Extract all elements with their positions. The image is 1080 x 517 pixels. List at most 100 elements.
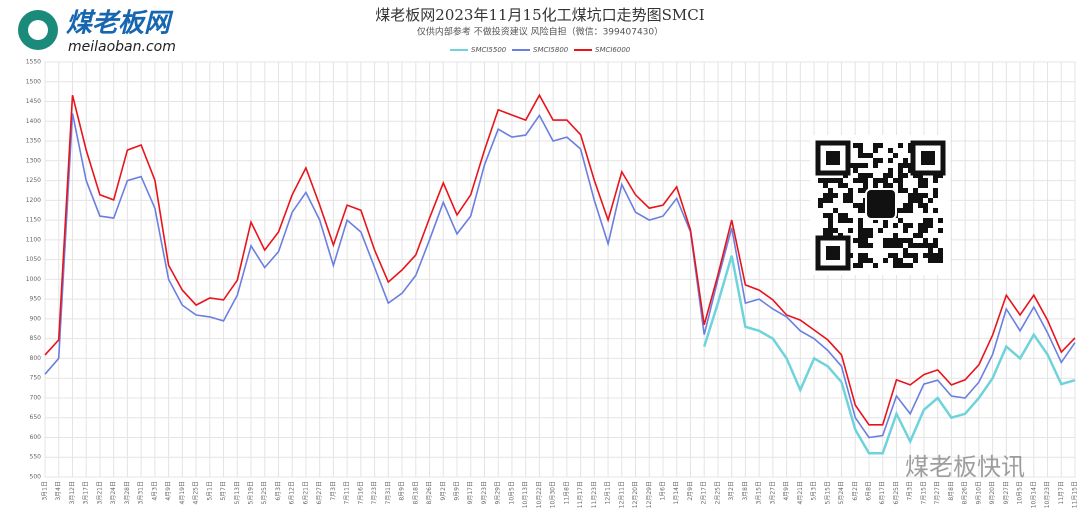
qr-cell bbox=[873, 163, 878, 168]
qr-cell bbox=[903, 228, 908, 233]
qr-cell bbox=[898, 173, 903, 178]
x-tick-label: 11月23日 bbox=[591, 481, 598, 508]
x-tick-label: 12月1日 bbox=[605, 481, 612, 504]
qr-cell bbox=[898, 183, 903, 188]
x-tick-label: 5月13日 bbox=[234, 481, 241, 504]
qr-cell bbox=[918, 198, 923, 203]
x-tick-label: 4月19日 bbox=[179, 481, 186, 504]
qr-cell bbox=[888, 148, 893, 153]
x-tick-label: 8月18日 bbox=[412, 481, 419, 504]
x-tick-label: 5月7日 bbox=[220, 481, 227, 501]
qr-cell bbox=[923, 228, 928, 233]
qr-cell bbox=[923, 253, 928, 258]
qr-cell bbox=[853, 168, 858, 173]
qr-cell bbox=[908, 263, 913, 268]
qr-cell bbox=[868, 243, 873, 248]
logo: 煤老板网 meilaoban.com bbox=[18, 9, 176, 55]
qr-cell bbox=[903, 188, 908, 193]
y-tick-label: 1350 bbox=[26, 138, 41, 145]
y-tick-label: 900 bbox=[30, 315, 42, 322]
qr-cell bbox=[898, 208, 903, 213]
qr-cell bbox=[828, 218, 833, 223]
qr-cell bbox=[873, 218, 878, 223]
qr-cell bbox=[848, 188, 853, 193]
x-tick-label: 4月25日 bbox=[193, 481, 200, 504]
x-tick-label: 10月30日 bbox=[550, 481, 557, 508]
qr-cell bbox=[903, 203, 908, 208]
qr-cell bbox=[853, 203, 858, 208]
qr-cell bbox=[853, 238, 858, 243]
qr-cell bbox=[893, 153, 898, 158]
x-tick-label: 10月23日 bbox=[1044, 481, 1051, 508]
qr-cell bbox=[903, 173, 908, 178]
x-tick-label: 7月15日 bbox=[920, 481, 927, 504]
qr-cell bbox=[938, 248, 943, 253]
qr-cell bbox=[923, 208, 928, 213]
x-tick-label: 3月27日 bbox=[769, 481, 776, 504]
x-tick-label: 6月27日 bbox=[316, 481, 323, 504]
qr-cell bbox=[928, 218, 933, 223]
qr-cell bbox=[933, 243, 938, 248]
qr-cell bbox=[888, 158, 893, 163]
qr-cell bbox=[863, 173, 868, 178]
qr-cell bbox=[828, 228, 833, 233]
qr-cell bbox=[913, 253, 918, 258]
qr-cell bbox=[908, 238, 913, 243]
qr-cell bbox=[863, 228, 868, 233]
x-tick-label: 4月21日 bbox=[797, 481, 804, 504]
qr-cell bbox=[868, 153, 873, 158]
qr-cell bbox=[858, 173, 863, 178]
qr-cell bbox=[893, 238, 898, 243]
qr-cell bbox=[858, 153, 863, 158]
qr-cell bbox=[858, 228, 863, 233]
qr-cell bbox=[883, 218, 888, 223]
qr-cell bbox=[848, 218, 853, 223]
x-tick-label: 6月8日 bbox=[866, 481, 873, 501]
x-tick-label: 10月5日 bbox=[1017, 481, 1024, 504]
qr-cell bbox=[838, 178, 843, 183]
x-tick-label: 8月26日 bbox=[962, 481, 969, 504]
x-tick-label: 6月3日 bbox=[275, 481, 282, 501]
qr-cell bbox=[848, 228, 853, 233]
legend-label: SMCI5800 bbox=[533, 46, 569, 54]
qr-cell bbox=[893, 253, 898, 258]
x-tick-label: 10月14日 bbox=[1030, 481, 1037, 508]
qr-cell bbox=[888, 238, 893, 243]
qr-cell bbox=[873, 183, 878, 188]
qr-cell bbox=[903, 248, 908, 253]
qr-cell bbox=[918, 183, 923, 188]
qr-cell bbox=[883, 238, 888, 243]
x-tick-label: 9月17日 bbox=[467, 481, 474, 504]
qr-cell bbox=[818, 198, 823, 203]
qr-cell bbox=[933, 253, 938, 258]
qr-cell bbox=[873, 148, 878, 153]
x-tick-label: 11月15日 bbox=[1072, 481, 1079, 508]
qr-cell bbox=[858, 203, 863, 208]
qr-cell bbox=[893, 243, 898, 248]
qr-cell bbox=[938, 228, 943, 233]
qr-cell bbox=[883, 173, 888, 178]
x-tick-label: 3月28日 bbox=[124, 481, 131, 504]
qr-cell bbox=[863, 258, 868, 263]
qr-cell bbox=[823, 178, 828, 183]
qr-cell bbox=[863, 253, 868, 258]
y-tick-label: 700 bbox=[30, 394, 42, 401]
qr-cell bbox=[908, 193, 913, 198]
qr-cell bbox=[903, 253, 908, 258]
qr-cell bbox=[853, 163, 858, 168]
qr-cell bbox=[923, 238, 928, 243]
x-tick-label: 3月1日 bbox=[42, 481, 49, 501]
qr-cell bbox=[858, 188, 863, 193]
qr-cell bbox=[848, 193, 853, 198]
qr-cell bbox=[838, 183, 843, 188]
qr-cell bbox=[858, 253, 863, 258]
x-tick-label: 9月29日 bbox=[495, 481, 502, 504]
qr-cell bbox=[858, 258, 863, 263]
qr-cell bbox=[858, 163, 863, 168]
qr-cell bbox=[908, 203, 913, 208]
logo-icon-inner bbox=[28, 20, 48, 40]
x-tick-label: 8月8日 bbox=[948, 481, 955, 501]
qr-cell bbox=[828, 198, 833, 203]
qr-cell bbox=[858, 243, 863, 248]
y-tick-label: 1150 bbox=[26, 217, 41, 224]
